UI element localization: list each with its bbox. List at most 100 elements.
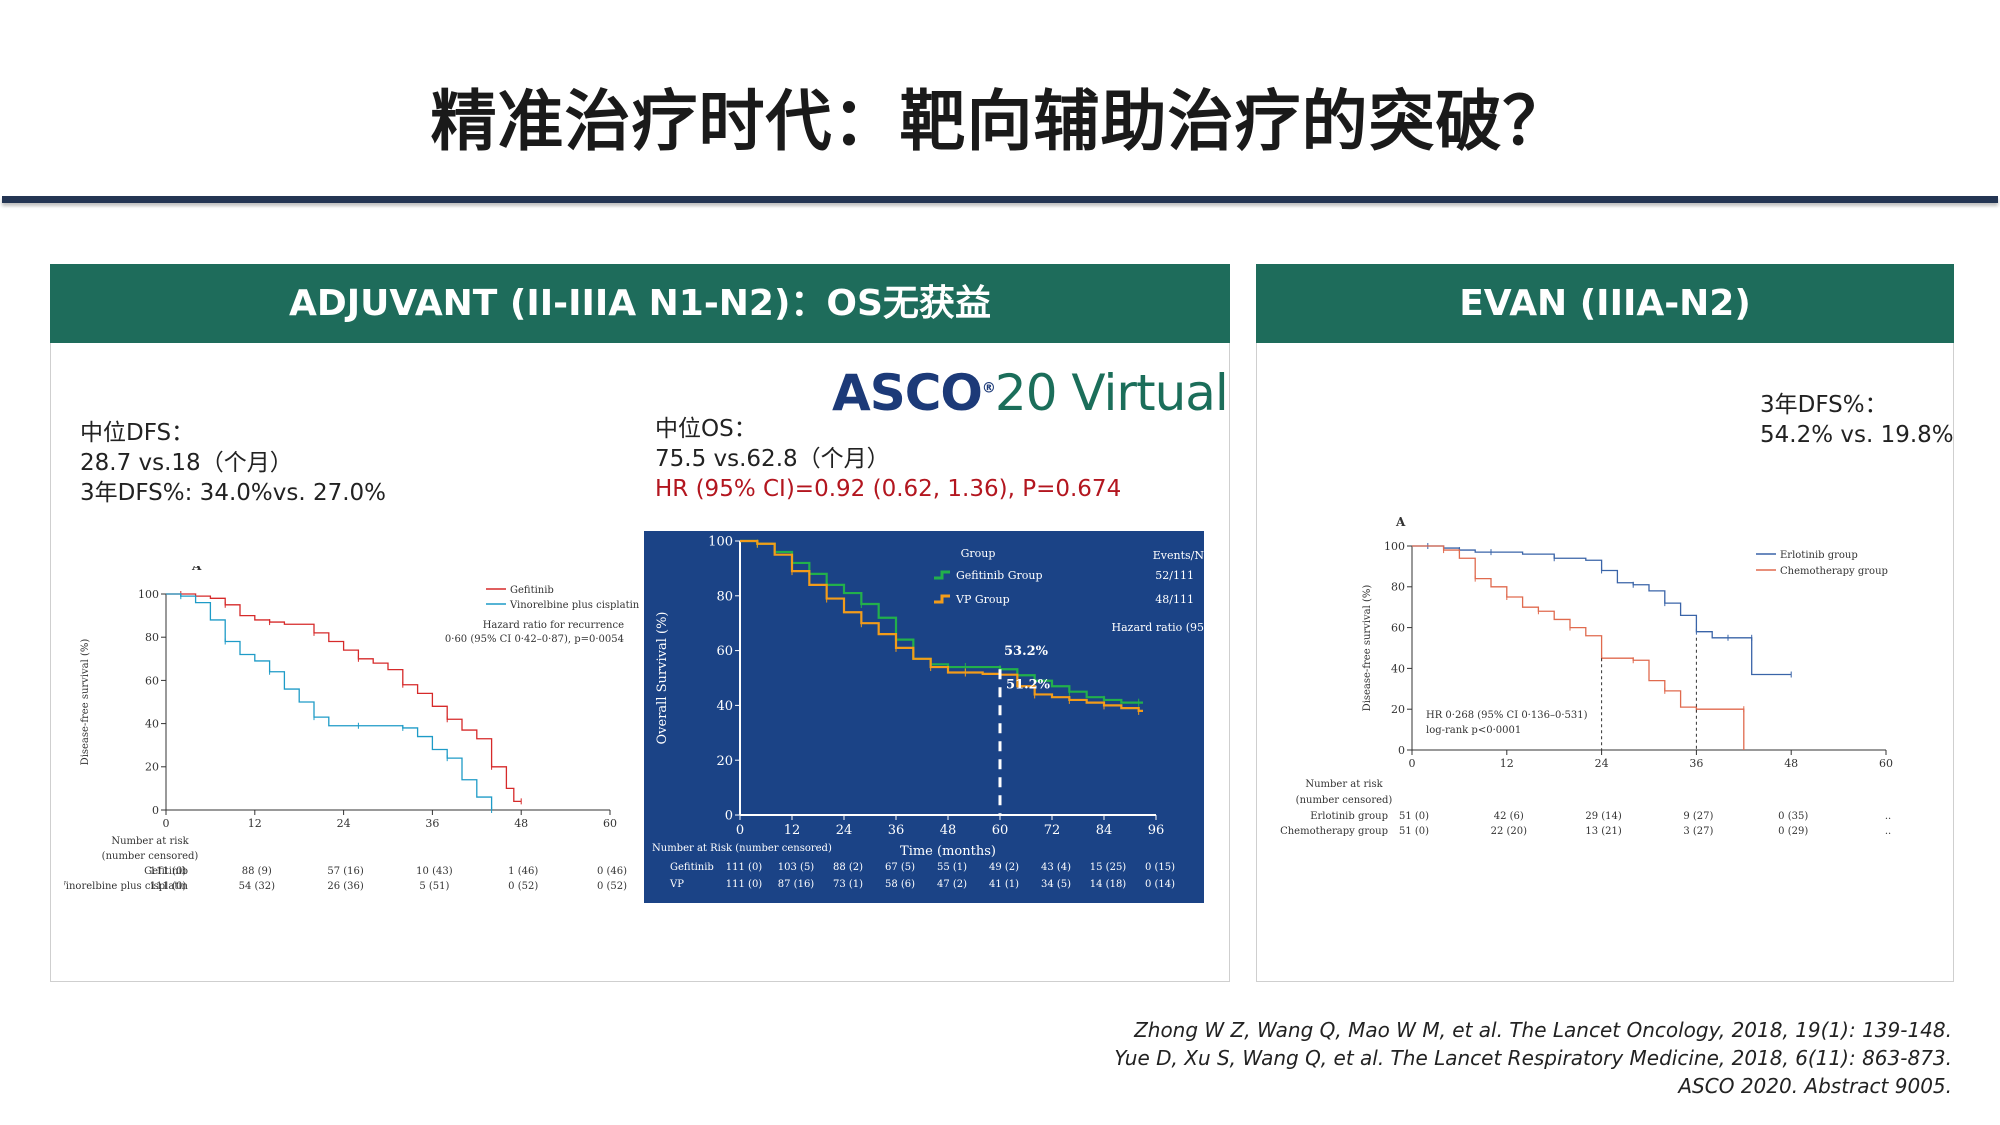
os-chart-background: [644, 531, 1204, 903]
legend-events: 48/111: [1155, 593, 1194, 606]
legend-swatch: [934, 570, 950, 580]
evan-dfs-line-1: 3年DFS%：: [1760, 392, 1888, 418]
risk-row-label: VP: [669, 879, 684, 890]
dfs-line-2: 28.7 vs.18（个月）: [80, 450, 293, 476]
panel-label: A: [191, 566, 202, 573]
risk-value: 0 (35): [1778, 811, 1808, 822]
y-tick-label: 20: [145, 761, 159, 774]
x-tick-label: 48: [514, 817, 528, 830]
risk-value: 57 (16): [327, 866, 364, 877]
risk-value: 103 (5): [778, 862, 815, 873]
dfs-line-1: 中位DFS：: [80, 420, 195, 446]
risk-value: ..: [1885, 826, 1891, 837]
x-tick-label: 48: [940, 823, 957, 838]
y-tick-label: 100: [1384, 540, 1405, 553]
risk-value: 88 (2): [833, 862, 863, 873]
legend-events-header: Events/N: [1153, 549, 1204, 562]
y-tick-label: 80: [145, 631, 159, 644]
reference-3: ASCO 2020. Abstract 9005.: [1678, 1074, 1952, 1098]
legend-swatch: [934, 594, 950, 604]
x-tick-label: 96: [1148, 823, 1165, 838]
risk-value: 0 (52): [597, 881, 627, 892]
y-tick-label: 40: [145, 717, 159, 730]
risk-value: 58 (6): [885, 879, 915, 890]
y-tick-label: 40: [716, 699, 733, 714]
y-tick-label: 80: [1391, 581, 1405, 594]
legend-label: Vinorelbine plus cisplatin: [509, 600, 640, 611]
os-line-2: 75.5 vs.62.8（个月）: [655, 446, 890, 472]
x-tick-label: 0: [1409, 757, 1416, 770]
risk-row-label: Erlotinib group: [1310, 811, 1388, 822]
x-axis-label: Time (months): [900, 844, 996, 859]
risk-value: 5 (51): [419, 881, 449, 892]
risk-value: 111 (0): [150, 881, 187, 892]
risk-value: 67 (5): [885, 862, 915, 873]
risk-subtitle: (number censored): [1296, 795, 1393, 806]
risk-value: 41 (1): [989, 879, 1019, 890]
risk-value: 29 (14): [1585, 811, 1622, 822]
x-tick-label: 72: [1044, 823, 1061, 838]
references: Zhong W Z, Wang Q, Mao W M, et al. The L…: [1114, 1016, 1952, 1100]
risk-value: 22 (20): [1491, 826, 1528, 837]
risk-value: 9 (27): [1683, 811, 1713, 822]
hazard-note: Hazard ratio (95: [1112, 621, 1204, 634]
risk-value: 15 (25): [1090, 862, 1127, 873]
adjuvant-panel-header: ADJUVANT (II-IIIA N1-N2)：OS无获益: [50, 264, 1230, 343]
risk-title: Number at Risk (number censored): [652, 843, 832, 854]
risk-value: 0 (29): [1778, 826, 1808, 837]
risk-value: 111 (0): [150, 866, 187, 877]
evan-dfs-chart: 0 20 40 60 80 100 0 12 24 36 48 60 Disease-free surv…: [1280, 515, 1893, 837]
risk-value: 13 (21): [1585, 826, 1622, 837]
adjuvant-dfs-chart: 0 20 40 60 80 100 0 12 24 36 48 60 Disease-free surv…: [64, 566, 640, 892]
x-tick-label: 12: [248, 817, 262, 830]
series-line-2: [740, 539, 1143, 712]
y-tick-label: 80: [716, 589, 733, 604]
y-tick-label: 60: [716, 644, 733, 659]
legend-label: Chemotherapy group: [1780, 566, 1888, 577]
x-tick-label: 36: [888, 823, 905, 838]
risk-value: 55 (1): [937, 862, 967, 873]
y-tick-label: 0: [152, 804, 159, 817]
legend-label: VP Group: [955, 593, 1010, 606]
risk-value: 42 (6): [1494, 811, 1524, 822]
page-title: 精准治疗时代：靶向辅助治疗的突破？: [430, 83, 1570, 160]
x-tick-label: 48: [1784, 757, 1798, 770]
x-tick-label: 60: [1879, 757, 1893, 770]
x-tick-label: 60: [992, 823, 1009, 838]
risk-title: Number at risk: [1305, 779, 1383, 790]
series-line-1: [166, 593, 522, 803]
hr-note-value: log-rank p<0·0001: [1426, 725, 1521, 736]
risk-value: 34 (5): [1041, 879, 1071, 890]
x-tick-label: 36: [425, 817, 439, 830]
series-line-1: [1412, 545, 1792, 676]
y-axis-label: Disease-free survival (%): [1362, 585, 1373, 712]
risk-value: 87 (16): [778, 879, 815, 890]
y-tick-label: 100: [138, 588, 159, 601]
x-tick-label: 60: [603, 817, 617, 830]
risk-value: 0 (14): [1145, 879, 1175, 890]
risk-value: 51 (0): [1399, 811, 1429, 822]
y-tick-label: 0: [1398, 744, 1405, 757]
adjuvant-dfs-summary: 中位DFS： 28.7 vs.18（个月） 3年DFS%: 34.0%vs. 2…: [80, 418, 386, 508]
os-hazard-ratio: HR (95% CI)=0.92 (0.62, 1.36), P=0.674: [655, 476, 1122, 502]
evan-panel: EVAN (IIIA-N2): [1256, 264, 1954, 982]
risk-value: 47 (2): [937, 879, 967, 890]
y-tick-label: 40: [1391, 662, 1405, 675]
risk-value: 26 (36): [327, 881, 364, 892]
legend-events: 52/111: [1155, 569, 1194, 582]
y-tick-label: 0: [725, 809, 733, 824]
risk-row-label: Chemotherapy group: [1280, 826, 1388, 837]
risk-row-label: Gefitinib: [144, 866, 188, 877]
risk-row-label: Gefitinib: [670, 862, 714, 873]
annotation-gefitinib: 53.2%: [1004, 644, 1049, 659]
risk-value: 51 (0): [1399, 826, 1429, 837]
risk-value: 14 (18): [1090, 879, 1127, 890]
annotation-vp: 51.2%: [1006, 678, 1051, 693]
title-divider: [2, 196, 1998, 203]
reference-2: Yue D, Xu S, Wang Q, et al. The Lancet R…: [1114, 1046, 1952, 1070]
risk-value: 0 (15): [1145, 862, 1175, 873]
risk-value: 73 (1): [833, 879, 863, 890]
adjuvant-os-summary: 中位OS： 75.5 vs.62.8（个月） HR (95% CI)=0.92 …: [655, 414, 1121, 504]
x-tick-label: 24: [836, 823, 853, 838]
x-tick-label: 24: [337, 817, 351, 830]
